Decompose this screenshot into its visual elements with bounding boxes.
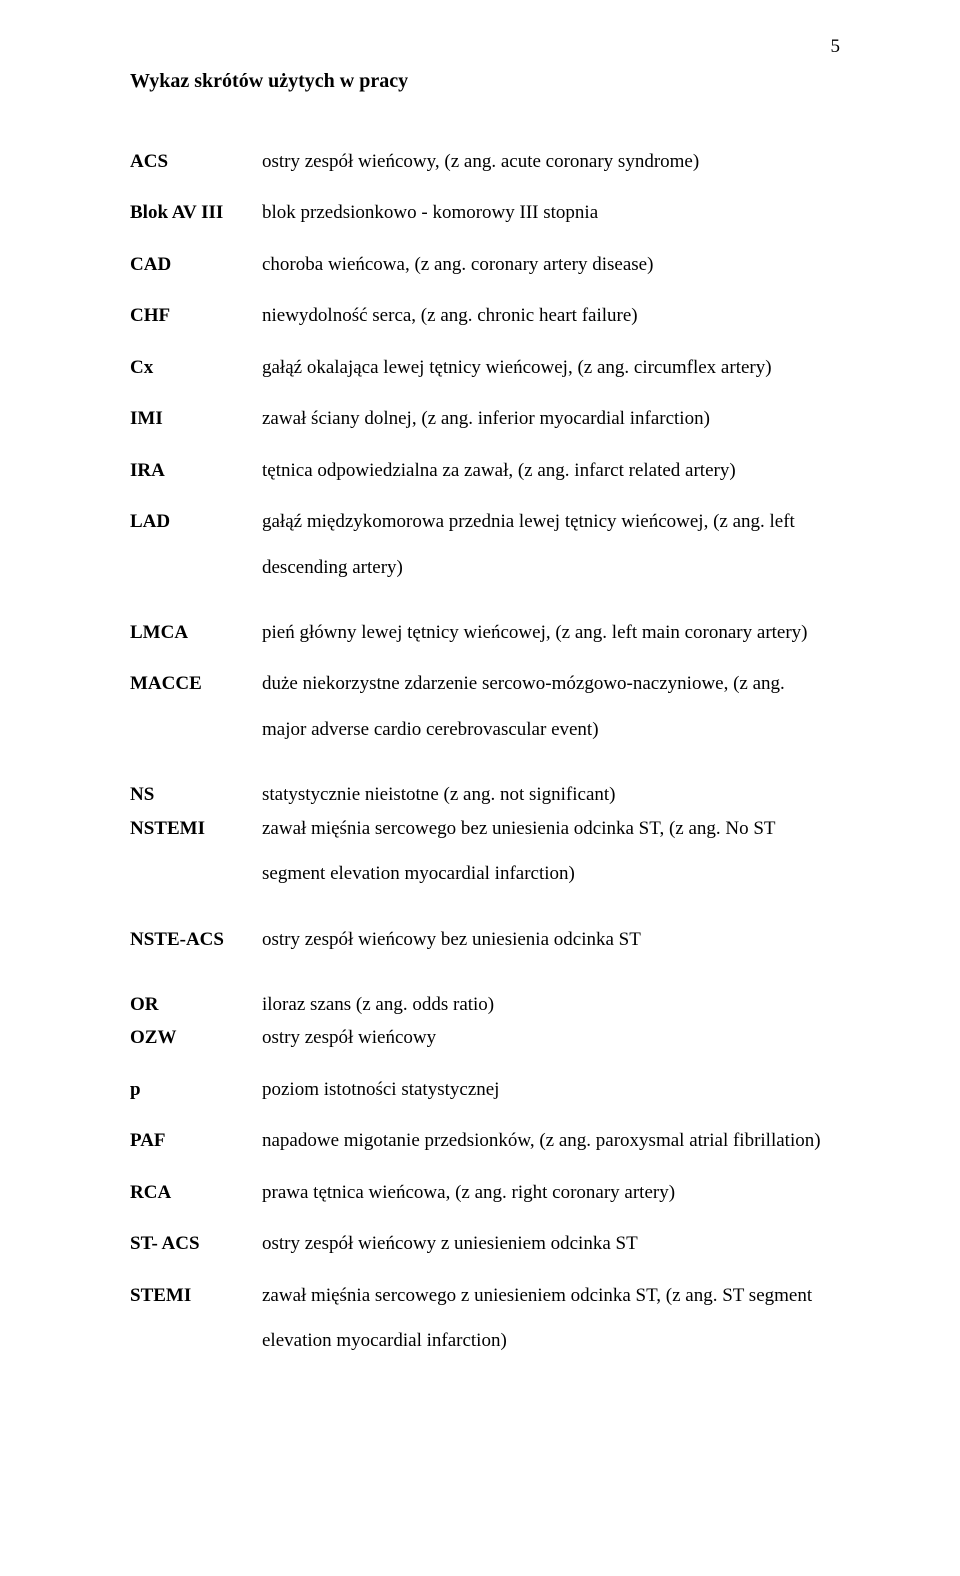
abbrev-term: IRA xyxy=(130,456,262,485)
abbrev-term: PAF xyxy=(130,1126,262,1155)
abbrev-entry: LADgałąź międzykomorowa przednia lewej t… xyxy=(130,507,850,536)
abbrev-entry: NSTEMIzawał mięśnia sercowego bez uniesi… xyxy=(130,814,850,843)
abbreviation-list: ACSostry zespół wieńcowy, (z ang. acute … xyxy=(130,147,850,1356)
abbrev-definition: zawał mięśnia sercowego z uniesieniem od… xyxy=(262,1281,850,1310)
abbrev-term: CHF xyxy=(130,301,262,330)
abbrev-term: NSTE-ACS xyxy=(130,925,262,954)
abbrev-definition: prawa tętnica wieńcowa, (z ang. right co… xyxy=(262,1178,850,1207)
abbrev-definition: gałąź międzykomorowa przednia lewej tętn… xyxy=(262,507,850,536)
document-page: 5 Wykaz skrótów użytych w pracy ACSostry… xyxy=(0,0,960,1576)
abbrev-term: OR xyxy=(130,990,262,1019)
abbrev-definition: ostry zespół wieńcowy bez uniesienia odc… xyxy=(262,925,850,954)
abbrev-entry: Cxgałąź okalająca lewej tętnicy wieńcowe… xyxy=(130,353,850,382)
abbrev-entry: LMCApień główny lewej tętnicy wieńcowej,… xyxy=(130,618,850,647)
abbrev-definition: blok przedsionkowo - komorowy III stopni… xyxy=(262,198,850,227)
abbrev-entry: CADchoroba wieńcowa, (z ang. coronary ar… xyxy=(130,250,850,279)
abbrev-term: ACS xyxy=(130,147,262,176)
abbrev-definition: gałąź okalająca lewej tętnicy wieńcowej,… xyxy=(262,353,850,382)
page-number: 5 xyxy=(831,36,841,58)
abbrev-term: STEMI xyxy=(130,1281,262,1310)
abbrev-definition: iloraz szans (z ang. odds ratio) xyxy=(262,990,850,1019)
abbrev-entry: RCAprawa tętnica wieńcowa, (z ang. right… xyxy=(130,1178,850,1207)
abbrev-entry: ORiloraz szans (z ang. odds ratio) xyxy=(130,990,850,1019)
abbrev-definition: ostry zespół wieńcowy, (z ang. acute cor… xyxy=(262,147,850,176)
abbrev-definition-continuation: segment elevation myocardial infarction) xyxy=(262,859,850,888)
abbrev-definition: statystycznie nieistotne (z ang. not sig… xyxy=(262,780,850,809)
abbrev-entry: ST- ACSostry zespół wieńcowy z uniesieni… xyxy=(130,1229,850,1258)
abbrev-entry: MACCEduże niekorzystne zdarzenie sercowo… xyxy=(130,669,850,698)
abbrev-definition: zawał ściany dolnej, (z ang. inferior my… xyxy=(262,404,850,433)
abbrev-definition: ostry zespół wieńcowy z uniesieniem odci… xyxy=(262,1229,850,1258)
abbrev-definition: tętnica odpowiedzialna za zawał, (z ang.… xyxy=(262,456,850,485)
abbrev-term: CAD xyxy=(130,250,262,279)
abbrev-term: IMI xyxy=(130,404,262,433)
abbrev-definition-continuation: descending artery) xyxy=(262,553,850,582)
page-title: Wykaz skrótów użytych w pracy xyxy=(130,70,850,93)
abbrev-entry: CHFniewydolność serca, (z ang. chronic h… xyxy=(130,301,850,330)
abbrev-entry: ACSostry zespół wieńcowy, (z ang. acute … xyxy=(130,147,850,176)
abbrev-definition: pień główny lewej tętnicy wieńcowej, (z … xyxy=(262,618,850,647)
abbrev-entry: NSstatystycznie nieistotne (z ang. not s… xyxy=(130,780,850,809)
abbrev-definition: zawał mięśnia sercowego bez uniesienia o… xyxy=(262,814,850,843)
abbrev-term: NS xyxy=(130,780,262,809)
abbrev-definition: ostry zespół wieńcowy xyxy=(262,1023,850,1052)
abbrev-entry: IRAtętnica odpowiedzialna za zawał, (z a… xyxy=(130,456,850,485)
abbrev-entry: ppoziom istotności statystycznej xyxy=(130,1075,850,1104)
abbrev-definition: napadowe migotanie przedsionków, (z ang.… xyxy=(262,1126,850,1155)
abbrev-term: MACCE xyxy=(130,669,262,698)
abbrev-entry: NSTE-ACSostry zespół wieńcowy bez uniesi… xyxy=(130,925,850,954)
abbrev-entry: OZWostry zespół wieńcowy xyxy=(130,1023,850,1052)
abbrev-definition-continuation: major adverse cardio cerebrovascular eve… xyxy=(262,715,850,744)
abbrev-term: OZW xyxy=(130,1023,262,1052)
abbrev-entry: STEMIzawał mięśnia sercowego z uniesieni… xyxy=(130,1281,850,1310)
abbrev-term: Blok AV III xyxy=(130,198,262,227)
abbrev-term: LAD xyxy=(130,507,262,536)
abbrev-definition-continuation: elevation myocardial infarction) xyxy=(262,1326,850,1355)
abbrev-entry: Blok AV IIIblok przedsionkowo - komorowy… xyxy=(130,198,850,227)
abbrev-term: p xyxy=(130,1075,262,1104)
abbrev-entry: PAFnapadowe migotanie przedsionków, (z a… xyxy=(130,1126,850,1155)
abbrev-term: Cx xyxy=(130,353,262,382)
abbrev-term: NSTEMI xyxy=(130,814,262,843)
abbrev-term: ST- ACS xyxy=(130,1229,262,1258)
abbrev-term: LMCA xyxy=(130,618,262,647)
abbrev-definition: poziom istotności statystycznej xyxy=(262,1075,850,1104)
abbrev-definition: duże niekorzystne zdarzenie sercowo-mózg… xyxy=(262,669,850,698)
abbrev-entry: IMIzawał ściany dolnej, (z ang. inferior… xyxy=(130,404,850,433)
abbrev-term: RCA xyxy=(130,1178,262,1207)
abbrev-definition: choroba wieńcowa, (z ang. coronary arter… xyxy=(262,250,850,279)
abbrev-definition: niewydolność serca, (z ang. chronic hear… xyxy=(262,301,850,330)
